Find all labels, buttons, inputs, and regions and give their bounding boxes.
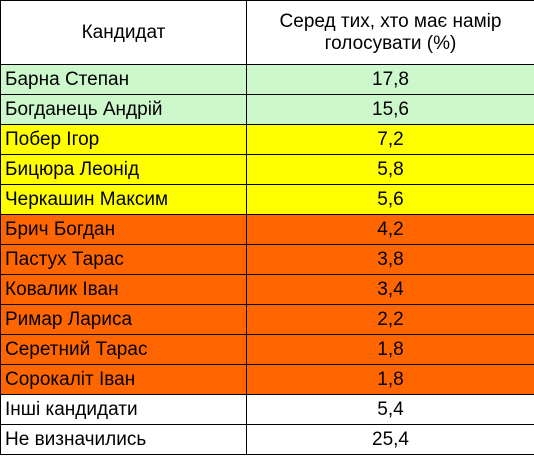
candidate-percent: 2,2	[246, 304, 534, 335]
candidate-name: Не визначились	[0, 424, 247, 455]
table-row: Сорокаліт Іван 1,8	[0, 364, 534, 395]
candidate-percent: 25,4	[246, 424, 534, 455]
table-row: Ковалик Іван 3,4	[0, 274, 534, 305]
candidate-name: Бицюра Леонід	[0, 154, 247, 185]
candidate-percent: 17,8	[246, 64, 534, 95]
candidate-percent: 15,6	[246, 94, 534, 125]
candidate-name: Серетний Тарас	[0, 334, 247, 365]
candidate-percent: 3,8	[246, 244, 534, 275]
candidate-name: Інші кандидати	[0, 394, 247, 425]
candidate-name: Богданець Андрій	[0, 94, 247, 125]
header-percent: Серед тих, хто має намір голосувати (%)	[246, 0, 534, 65]
candidate-name: Брич Богдан	[0, 214, 247, 245]
candidate-percent: 4,2	[246, 214, 534, 245]
header-row: Кандидат Серед тих, хто має намір голосу…	[0, 0, 534, 65]
table-row: Бицюра Леонід 5,8	[0, 154, 534, 185]
candidate-name: Пастух Тарас	[0, 244, 247, 275]
header-candidate: Кандидат	[0, 0, 247, 65]
candidate-name: Барна Степан	[0, 64, 247, 95]
table-row: Барна Степан 17,8	[0, 64, 534, 95]
table-row: Побер Ігор 7,2	[0, 124, 534, 155]
candidate-name: Черкашин Максим	[0, 184, 247, 215]
candidate-percent: 5,8	[246, 154, 534, 185]
candidate-percent: 5,4	[246, 394, 534, 425]
table-row: Черкашин Максим 5,6	[0, 184, 534, 215]
table-row: Брич Богдан 4,2	[0, 214, 534, 245]
candidate-percent: 7,2	[246, 124, 534, 155]
candidate-percent: 5,6	[246, 184, 534, 215]
candidate-percent: 3,4	[246, 274, 534, 305]
candidate-name: Римар Лариса	[0, 304, 247, 335]
candidate-percent: 1,8	[246, 334, 534, 365]
candidate-percent: 1,8	[246, 364, 534, 395]
table-row: Богданець Андрій 15,6	[0, 94, 534, 125]
table-row: Пастух Тарас 3,8	[0, 244, 534, 275]
candidate-name: Сорокаліт Іван	[0, 364, 247, 395]
table-body: Барна Степан 17,8 Богданець Андрій 15,6 Побе…	[0, 64, 534, 455]
table-row: Римар Лариса 2,2	[0, 304, 534, 335]
table-row: Не визначились 25,4	[0, 424, 534, 455]
candidate-name: Побер Ігор	[0, 124, 247, 155]
candidate-name: Ковалик Іван	[0, 274, 247, 305]
table-row: Серетний Тарас 1,8	[0, 334, 534, 365]
table-row: Інші кандидати 5,4	[0, 394, 534, 425]
